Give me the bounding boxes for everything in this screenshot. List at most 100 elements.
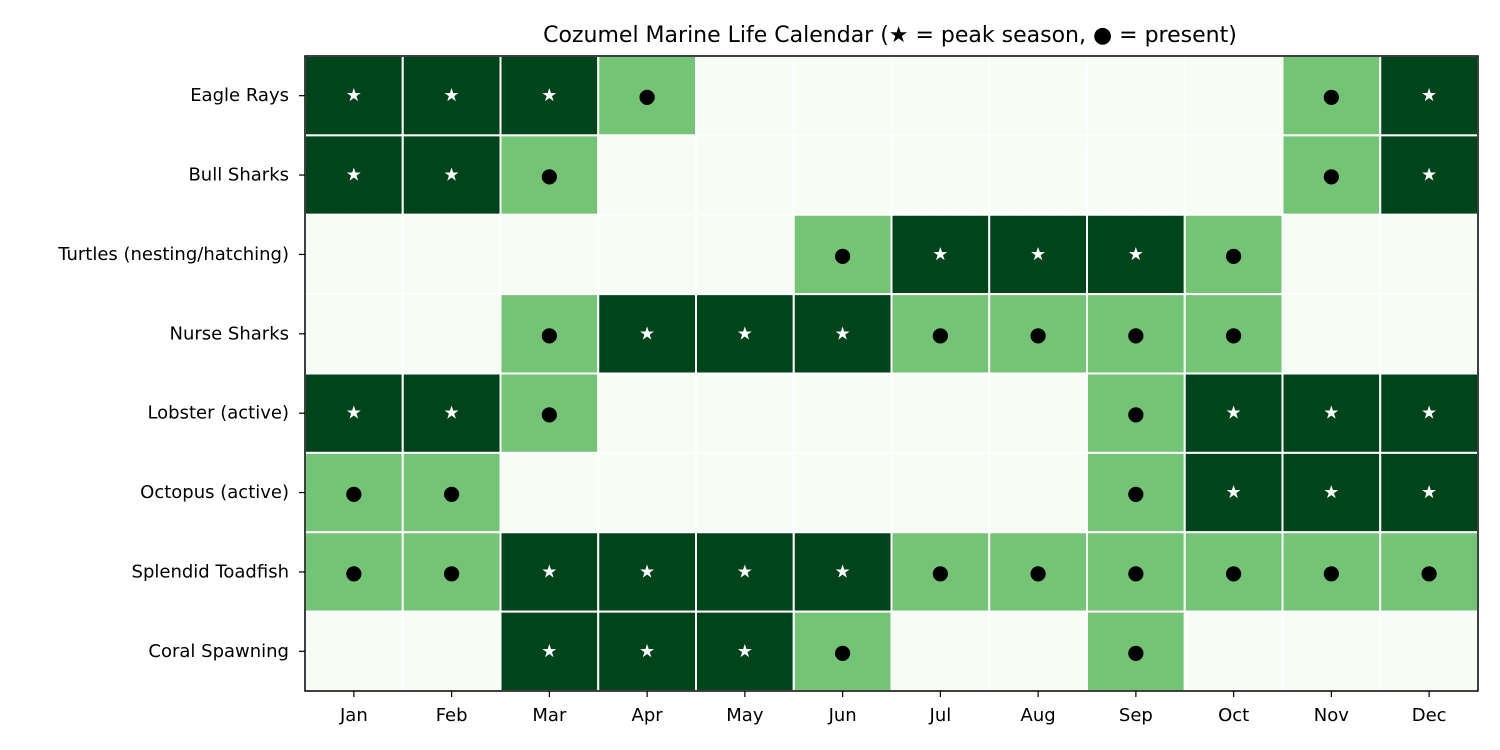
peak-star-marker-lobster-active-dec: ★ bbox=[1421, 403, 1437, 424]
heatmap-cell-octopus-active-jun bbox=[792, 451, 893, 534]
peak-star-marker-splendid-toadfish-may: ★ bbox=[737, 561, 753, 582]
present-dot-marker-turtles-nesting-hatching-oct: ● bbox=[1225, 242, 1242, 266]
heatmap-cell-turtles-nesting-hatching-feb bbox=[401, 213, 502, 296]
heatmap-cell-splendid-toadfish-nov bbox=[1281, 531, 1382, 613]
heatmap-cell-lobster-active-jun bbox=[792, 372, 893, 454]
heatmap-cell-eagle-rays-sep bbox=[1086, 55, 1186, 137]
present-dot-marker-coral-spawning-sep: ● bbox=[1127, 639, 1144, 663]
heatmap-cell-bull-sharks-feb bbox=[401, 134, 502, 216]
heatmap-cell-coral-spawning-oct bbox=[1183, 610, 1284, 692]
present-dot-marker-nurse-sharks-mar: ● bbox=[541, 322, 558, 346]
y-tick-label-eagle-rays: Eagle Rays bbox=[190, 85, 289, 106]
heatmap-cell-lobster-active-dec bbox=[1379, 372, 1479, 454]
heatmap-cell-coral-spawning-mar bbox=[499, 610, 600, 692]
peak-star-marker-nurse-sharks-jun: ★ bbox=[835, 323, 851, 344]
heatmap-cell-turtles-nesting-hatching-oct bbox=[1183, 213, 1284, 296]
heatmap-cell-lobster-active-sep bbox=[1086, 372, 1186, 454]
heatmap-cell-nurse-sharks-nov bbox=[1281, 293, 1382, 375]
x-tick-label-apr: Apr bbox=[632, 705, 664, 726]
x-tick-label-nov: Nov bbox=[1314, 705, 1349, 726]
heatmap-cell-coral-spawning-nov bbox=[1281, 610, 1382, 692]
heatmap-cell-bull-sharks-sep bbox=[1086, 134, 1186, 216]
peak-star-marker-splendid-toadfish-mar: ★ bbox=[541, 561, 557, 582]
peak-star-marker-lobster-active-feb: ★ bbox=[444, 403, 460, 424]
y-tick-label-coral-spawning: Coral Spawning bbox=[148, 641, 289, 662]
heatmap-cell-eagle-rays-oct bbox=[1183, 55, 1284, 137]
heatmap-cell-splendid-toadfish-feb bbox=[401, 531, 502, 613]
heatmap-cell-coral-spawning-jul bbox=[890, 610, 991, 692]
heatmap-cell-eagle-rays-jan bbox=[304, 55, 404, 137]
present-dot-marker-nurse-sharks-aug: ● bbox=[1029, 322, 1046, 346]
peak-star-marker-splendid-toadfish-apr: ★ bbox=[639, 561, 655, 582]
peak-star-marker-turtles-nesting-hatching-sep: ★ bbox=[1128, 244, 1144, 265]
heatmap-cell-nurse-sharks-aug bbox=[988, 293, 1088, 375]
peak-star-marker-bull-sharks-jan: ★ bbox=[346, 165, 362, 186]
heatmap-cell-bull-sharks-oct bbox=[1183, 134, 1284, 216]
heatmap-cell-turtles-nesting-hatching-jan bbox=[304, 213, 404, 296]
present-dot-marker-splendid-toadfish-jul: ● bbox=[932, 560, 949, 584]
chart-title: Cozumel Marine Life Calendar (★ = peak s… bbox=[543, 23, 1237, 48]
present-dot-marker-nurse-sharks-oct: ● bbox=[1225, 322, 1242, 346]
heatmap-cell-splendid-toadfish-aug bbox=[988, 531, 1088, 613]
x-tick-label-may: May bbox=[726, 705, 764, 726]
heatmap-cell-coral-spawning-jan bbox=[304, 610, 404, 692]
heatmap-cell-turtles-nesting-hatching-nov bbox=[1281, 213, 1382, 296]
peak-star-marker-lobster-active-nov: ★ bbox=[1323, 403, 1339, 424]
x-tick-label-aug: Aug bbox=[1021, 705, 1056, 726]
present-dot-marker-octopus-active-jan: ● bbox=[345, 481, 362, 505]
heatmap-cells bbox=[304, 55, 1479, 692]
peak-star-marker-splendid-toadfish-jun: ★ bbox=[835, 561, 851, 582]
present-dot-marker-coral-spawning-jun: ● bbox=[834, 639, 851, 663]
heatmap-cell-nurse-sharks-sep bbox=[1086, 293, 1186, 375]
y-axis-ticks: Eagle Rays Bull Sharks Turtles (nesting/ha… bbox=[57, 85, 305, 662]
heatmap-cell-coral-spawning-sep bbox=[1086, 610, 1186, 692]
x-tick-label-jan: Jan bbox=[339, 705, 368, 726]
present-dot-marker-splendid-toadfish-nov: ● bbox=[1323, 560, 1340, 584]
present-dot-marker-turtles-nesting-hatching-jun: ● bbox=[834, 242, 851, 266]
heatmap-cell-lobster-active-jul bbox=[890, 372, 991, 454]
heatmap-cell-turtles-nesting-hatching-mar bbox=[499, 213, 600, 296]
x-tick-label-feb: Feb bbox=[436, 705, 468, 726]
peak-star-marker-lobster-active-oct: ★ bbox=[1226, 403, 1242, 424]
heatmap-cell-turtles-nesting-hatching-dec bbox=[1379, 213, 1479, 296]
heatmap-cell-octopus-active-apr bbox=[597, 451, 697, 534]
present-dot-marker-splendid-toadfish-sep: ● bbox=[1127, 560, 1144, 584]
y-tick-label-nurse-sharks: Nurse Sharks bbox=[169, 323, 289, 344]
peak-star-marker-octopus-active-dec: ★ bbox=[1421, 482, 1437, 503]
heatmap-cell-splendid-toadfish-dec bbox=[1379, 531, 1479, 613]
heatmap-cell-turtles-nesting-hatching-aug bbox=[988, 213, 1088, 296]
heatmap-cell-octopus-active-aug bbox=[988, 451, 1088, 534]
present-dot-marker-lobster-active-sep: ● bbox=[1127, 401, 1144, 425]
heatmap-cell-lobster-active-apr bbox=[597, 372, 697, 454]
peak-star-marker-eagle-rays-dec: ★ bbox=[1421, 85, 1437, 106]
present-dot-marker-eagle-rays-apr: ● bbox=[638, 84, 655, 108]
peak-star-marker-nurse-sharks-apr: ★ bbox=[639, 323, 655, 344]
peak-star-marker-eagle-rays-feb: ★ bbox=[444, 85, 460, 106]
heatmap-cell-splendid-toadfish-mar bbox=[499, 531, 600, 613]
peak-star-marker-bull-sharks-dec: ★ bbox=[1421, 165, 1437, 186]
present-dot-marker-splendid-toadfish-aug: ● bbox=[1029, 560, 1046, 584]
peak-star-marker-eagle-rays-jan: ★ bbox=[346, 85, 362, 106]
cell-markers: ★ ★ ★ ● ● ★ ★ ★ ● ● ★ ● ★ ★ ★ ● ● ★ ★ ★ ● ● ● ● ★ ★ ● ● ★ ★ ★ ● ● ● ★ ★ ★ ● ● ★… bbox=[345, 84, 1438, 664]
y-tick-label-bull-sharks: Bull Sharks bbox=[188, 165, 289, 186]
present-dot-marker-octopus-active-feb: ● bbox=[443, 481, 460, 505]
x-tick-label-jul: Jul bbox=[929, 705, 952, 726]
peak-star-marker-octopus-active-oct: ★ bbox=[1226, 482, 1242, 503]
heatmap-cell-nurse-sharks-feb bbox=[401, 293, 502, 375]
x-axis-ticks: Jan Feb Mar Apr May Jun Jul Aug Sep Oct Nov Dec bbox=[339, 691, 1447, 726]
heatmap-cell-splendid-toadfish-oct bbox=[1183, 531, 1284, 613]
present-dot-marker-nurse-sharks-sep: ● bbox=[1127, 322, 1144, 346]
heatmap-cell-eagle-rays-feb bbox=[401, 55, 502, 137]
heatmap-cell-lobster-active-may bbox=[695, 372, 795, 454]
heatmap-cell-nurse-sharks-apr bbox=[597, 293, 697, 375]
heatmap-cell-octopus-active-jul bbox=[890, 451, 991, 534]
heatmap-cell-octopus-active-dec bbox=[1379, 451, 1479, 534]
peak-star-marker-coral-spawning-apr: ★ bbox=[639, 641, 655, 662]
heatmap-cell-eagle-rays-may bbox=[695, 55, 795, 137]
heatmap-cell-coral-spawning-feb bbox=[401, 610, 502, 692]
heatmap-cell-bull-sharks-may bbox=[695, 134, 795, 216]
heatmap-cell-octopus-active-nov bbox=[1281, 451, 1382, 534]
heatmap-cell-bull-sharks-jun bbox=[792, 134, 893, 216]
heatmap-cell-bull-sharks-jul bbox=[890, 134, 991, 216]
